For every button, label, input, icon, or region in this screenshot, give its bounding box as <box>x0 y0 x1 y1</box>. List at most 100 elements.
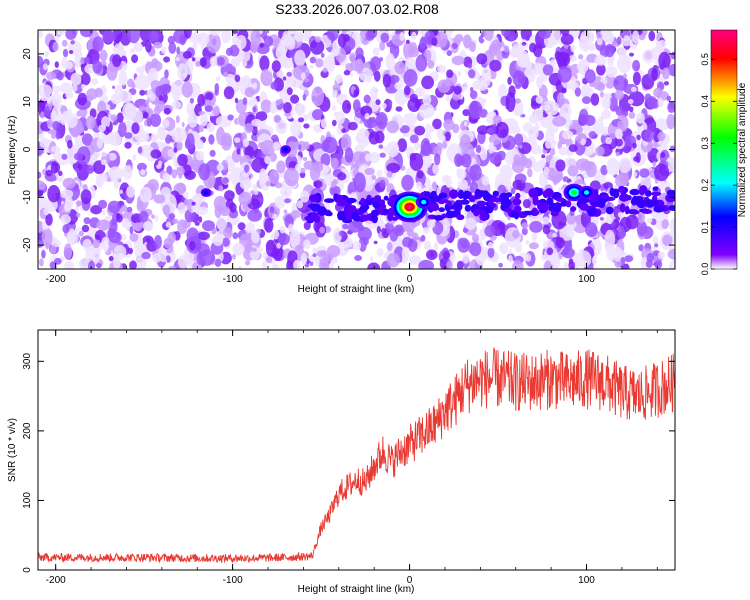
colorbar-tick-label: 0.0 <box>700 263 710 276</box>
noise-blob <box>195 150 205 161</box>
noise-blob <box>158 95 164 101</box>
noise-blob <box>134 130 150 143</box>
noise-blob <box>59 82 73 94</box>
noise-blob <box>332 257 338 264</box>
noise-blob <box>212 234 224 247</box>
noise-blob <box>544 211 549 219</box>
noise-blob <box>208 134 215 145</box>
noise-blob <box>216 163 224 172</box>
noise-blob <box>353 89 360 97</box>
noise-blob <box>462 253 470 264</box>
noise-blob <box>161 46 167 54</box>
x-tick-label: 0 <box>407 274 413 285</box>
band-blob <box>579 203 589 211</box>
noise-blob <box>276 70 285 78</box>
noise-blob <box>242 138 249 148</box>
band-blob <box>612 188 620 199</box>
noise-blob <box>136 162 147 171</box>
band-blob <box>668 205 675 211</box>
noise-blob <box>56 30 66 36</box>
noise-blob <box>41 249 46 259</box>
noise-blob <box>642 49 656 64</box>
noise-blob <box>571 30 580 39</box>
noise-blob <box>171 127 187 143</box>
noise-blob <box>548 232 555 239</box>
noise-blob <box>186 133 195 150</box>
noise-blob <box>168 213 176 220</box>
noise-blob <box>335 74 343 84</box>
noise-blob <box>294 31 305 42</box>
noise-blob <box>286 141 298 158</box>
noise-blob <box>529 69 536 77</box>
noise-blob <box>264 155 271 165</box>
noise-blob <box>112 30 123 43</box>
noise-blob <box>70 72 82 86</box>
noise-blob <box>55 131 61 140</box>
noise-blob <box>561 88 567 94</box>
noise-blob <box>301 72 306 81</box>
noise-blob <box>376 169 383 178</box>
noise-blob <box>639 168 650 178</box>
band-blob <box>618 185 626 193</box>
noise-blob <box>216 56 225 66</box>
noise-blob <box>312 253 317 257</box>
noise-blob <box>627 98 634 105</box>
noise-blob <box>139 89 146 96</box>
noise-blob <box>436 31 448 48</box>
noise-blob <box>379 57 383 62</box>
noise-blob <box>274 196 286 209</box>
noise-blob <box>632 142 637 149</box>
noise-blob <box>378 144 384 149</box>
x-tick-label: 100 <box>578 575 595 586</box>
noise-blob <box>198 163 211 181</box>
noise-blob <box>229 44 240 57</box>
noise-blob <box>363 176 374 192</box>
noise-blob <box>153 194 166 204</box>
band-blob <box>652 199 659 207</box>
noise-blob <box>394 61 406 75</box>
noise-blob <box>126 206 133 213</box>
noise-blob <box>286 87 293 96</box>
noise-blob <box>162 204 171 216</box>
noise-blob <box>533 62 543 75</box>
noise-blob <box>171 169 178 179</box>
colorbar-label: Normalized spectral amplitude <box>737 82 748 217</box>
band-blob <box>377 206 384 215</box>
noise-blob <box>386 252 400 268</box>
noise-blob <box>161 118 170 128</box>
noise-blob <box>221 30 232 44</box>
colorbar-frame <box>710 29 738 270</box>
noise-blob <box>82 184 88 191</box>
band-blob <box>570 206 577 212</box>
noise-blob <box>269 101 277 114</box>
noise-blob <box>200 114 208 127</box>
noise-blob <box>437 64 446 74</box>
noise-blob <box>269 206 275 214</box>
band-blob <box>450 210 459 217</box>
noise-blob <box>299 171 306 179</box>
noise-blob <box>259 42 265 48</box>
noise-blob <box>146 237 150 244</box>
noise-blob <box>273 114 281 123</box>
noise-blob <box>214 258 222 267</box>
noise-blob <box>199 57 207 68</box>
noise-blob <box>596 81 606 92</box>
noise-blob <box>168 265 177 269</box>
y-tick-label: 10 <box>22 96 33 108</box>
noise-blob <box>399 31 405 42</box>
noise-blob <box>244 244 252 254</box>
noise-blob <box>272 141 281 151</box>
noise-blob <box>54 61 59 68</box>
noise-blob <box>652 161 656 167</box>
noise-blob <box>495 121 509 139</box>
noise-blob <box>664 81 669 86</box>
colorbar-tick-label: 0.1 <box>700 221 710 234</box>
noise-blob <box>415 87 425 97</box>
noise-blob <box>457 179 469 190</box>
noise-blob <box>521 227 528 236</box>
noise-blob <box>153 41 163 49</box>
noise-blob <box>350 192 358 200</box>
noise-blob <box>251 231 260 244</box>
noise-blob <box>244 123 254 134</box>
noise-blob <box>528 242 539 250</box>
